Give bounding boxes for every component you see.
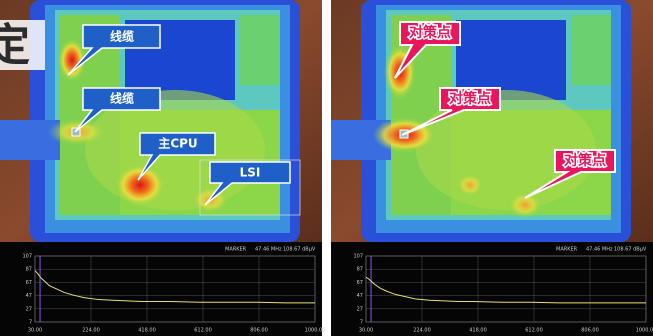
x-tick-label: 30.00 — [28, 328, 42, 334]
heading-char: 定 — [0, 20, 30, 71]
marker-level: 108.67 dBμV — [614, 247, 647, 253]
marker-freq: 47.46 MHz — [586, 247, 613, 253]
callout: 线缆 — [110, 91, 134, 106]
marker-freq: 47.46 MHz — [255, 247, 282, 253]
marker-level: 108.67 dBμV — [283, 247, 316, 253]
x-tick-label: 1000.00 — [636, 328, 653, 334]
y-tick-label: 67 — [26, 280, 32, 286]
x-tick-label: 30.00 — [359, 328, 373, 334]
callout: 线缆 — [110, 29, 134, 44]
trace — [365, 276, 646, 304]
y-tick-label: 7 — [29, 320, 32, 326]
y-tick-label: 27 — [26, 306, 32, 312]
x-tick-label: 612.00 — [194, 328, 212, 334]
marker-title: MARKER — [225, 247, 247, 253]
spectra: 7 27 47 67 87 107 30.00 224.00 418.00 612.00 806.0… — [22, 247, 653, 334]
callout: LSI — [240, 166, 261, 180]
x-tick-label: 224.00 — [413, 328, 431, 334]
x-tick-label: 1000.00 — [305, 328, 326, 334]
y-tick-label: 47 — [357, 293, 363, 299]
right-panel: 对策点 对策点 对策点 — [331, 0, 653, 242]
x-tick-label: 418.00 — [138, 328, 156, 334]
x-tick-label: 224.00 — [82, 328, 100, 334]
y-tick-label: 87 — [26, 267, 32, 273]
x-tick-label: 418.00 — [469, 328, 487, 334]
left-panel: 定 线缆 线缆 主CPU LSI — [0, 0, 322, 242]
marker-title: MARKER — [556, 247, 578, 253]
callout: 对策点 — [564, 152, 606, 169]
x-tick-label: 806.00 — [581, 328, 599, 334]
y-tick-label: 27 — [357, 306, 363, 312]
y-tick-label: 67 — [357, 280, 363, 286]
y-tick-label: 7 — [360, 320, 363, 326]
callout: 对策点 — [409, 24, 451, 41]
y-tick-label: 107 — [353, 254, 363, 260]
callout: 主CPU — [158, 136, 197, 151]
x-tick-label: 612.00 — [525, 328, 543, 334]
y-tick-label: 107 — [22, 254, 32, 260]
callout: 对策点 — [449, 90, 491, 107]
y-tick-label: 87 — [357, 267, 363, 273]
y-tick-label: 47 — [26, 293, 32, 299]
trace — [34, 270, 315, 304]
x-tick-label: 806.00 — [250, 328, 268, 334]
